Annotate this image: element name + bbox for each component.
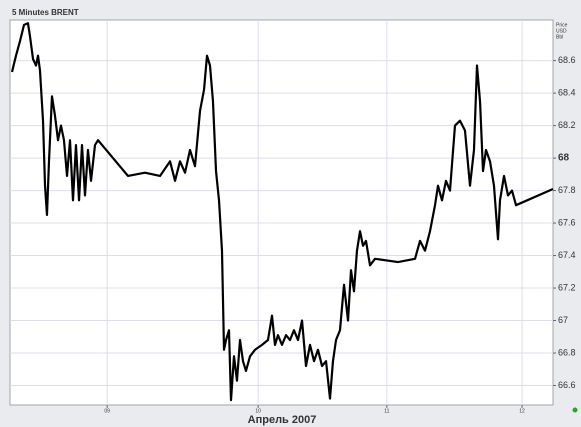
unit-label: USD — [556, 28, 567, 34]
y-tick-label: 66.8 — [558, 347, 576, 357]
status-dot — [572, 407, 578, 413]
y-tick-label: 68.6 — [558, 55, 576, 65]
y-tick-label: 67 — [558, 315, 568, 325]
x-tick-label: 12 — [519, 408, 525, 414]
y-tick-label: 67.6 — [558, 217, 576, 227]
y-tick-label: 67.8 — [558, 185, 576, 195]
y-tick-label: 68.2 — [558, 120, 576, 130]
y-tick-label: 67.4 — [558, 250, 576, 260]
price-line — [10, 22, 554, 402]
x-tick-label: 10 — [255, 408, 261, 414]
x-tick-label: 09 — [104, 408, 110, 414]
y-tick-label: 68 — [558, 153, 570, 164]
x-tick-label: 11 — [384, 408, 389, 414]
y-tick-label: 66.6 — [558, 380, 576, 390]
unit-label: Bbl — [556, 34, 563, 40]
y-tick-label: 68.4 — [558, 87, 576, 97]
unit-label: Price — [556, 22, 568, 28]
chart-title: 5 Minutes BRENT — [12, 8, 79, 17]
x-axis-label: Апрель 2007 — [248, 414, 317, 426]
plot-area — [9, 19, 554, 406]
y-tick-label: 67.2 — [558, 282, 576, 292]
